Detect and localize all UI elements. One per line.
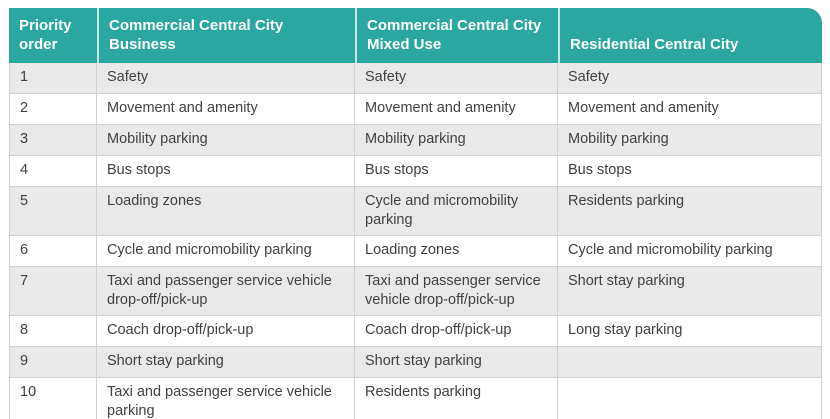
- priority-item-cell: Safety: [97, 63, 355, 94]
- priority-item-cell: Mobility parking: [558, 125, 822, 156]
- priority-item-cell: Mobility parking: [355, 125, 558, 156]
- table-row: 3 Mobility parking Mobility parking Mobilit…: [9, 125, 822, 156]
- priority-number-cell: 8: [9, 316, 97, 347]
- priority-number-cell: 6: [9, 236, 97, 267]
- column-header-residential-central-city: Residential Central City: [558, 8, 822, 63]
- column-header-priority-order: Priority order: [9, 8, 97, 63]
- column-header-commercial-central-city-business: Commercial Central City Business: [97, 8, 355, 63]
- priority-item-cell: Bus stops: [558, 156, 822, 187]
- priority-item-cell: Taxi and passenger service vehicle drop-…: [97, 267, 355, 316]
- priority-number-cell: 9: [9, 347, 97, 378]
- priority-item-cell: Movement and amenity: [97, 94, 355, 125]
- priority-item-cell: Movement and amenity: [558, 94, 822, 125]
- priority-item-cell: Short stay parking: [97, 347, 355, 378]
- priority-item-cell: Movement and amenity: [355, 94, 558, 125]
- priority-item-cell: Loading zones: [355, 236, 558, 267]
- priority-item-cell: [558, 347, 822, 378]
- priority-item-cell: Bus stops: [355, 156, 558, 187]
- priority-item-cell: Mobility parking: [97, 125, 355, 156]
- priority-number-cell: 10: [9, 378, 97, 419]
- priority-item-cell: Cycle and micromobility parking: [97, 236, 355, 267]
- priority-number-cell: 3: [9, 125, 97, 156]
- table-row: 6 Cycle and micromobility parking Loading …: [9, 236, 822, 267]
- column-header-commercial-central-city-mixed-use: Commercial Central City Mixed Use: [355, 8, 558, 63]
- priority-item-cell: Long stay parking: [558, 316, 822, 347]
- priority-item-cell: Cycle and micromobility parking: [558, 236, 822, 267]
- priority-item-cell: Cycle and micromobility parking: [355, 187, 558, 236]
- table-row: 9 Short stay parking Short stay parking: [9, 347, 822, 378]
- table-row: 8 Coach drop-off/pick-up Coach drop-off/pi…: [9, 316, 822, 347]
- priority-number-cell: 5: [9, 187, 97, 236]
- priority-item-cell: Safety: [355, 63, 558, 94]
- table-row: 7 Taxi and passenger service vehicle drop…: [9, 267, 822, 316]
- priority-item-cell: Bus stops: [97, 156, 355, 187]
- priority-item-cell: Coach drop-off/pick-up: [97, 316, 355, 347]
- table-body: 1 Safety Safety Safety 2 Movement and amenity…: [9, 63, 822, 419]
- priority-item-cell: Residents parking: [355, 378, 558, 419]
- table-row: 5 Loading zones Cycle and micromobility pa…: [9, 187, 822, 236]
- priority-number-cell: 4: [9, 156, 97, 187]
- priority-item-cell: [558, 378, 822, 419]
- header-row: Priority order Commercial Central City B…: [9, 8, 822, 63]
- priority-item-cell: Coach drop-off/pick-up: [355, 316, 558, 347]
- priority-item-cell: Safety: [558, 63, 822, 94]
- table-row: 1 Safety Safety Safety: [9, 63, 822, 94]
- priority-number-cell: 1: [9, 63, 97, 94]
- table-row: 2 Movement and amenity Movement and amenit…: [9, 94, 822, 125]
- table-row: 10 Taxi and passenger service vehicle par…: [9, 378, 822, 419]
- priority-item-cell: Short stay parking: [558, 267, 822, 316]
- priority-item-cell: Short stay parking: [355, 347, 558, 378]
- priority-order-table: Priority order Commercial Central City B…: [9, 8, 822, 419]
- priority-item-cell: Loading zones: [97, 187, 355, 236]
- table-row: 4 Bus stops Bus stops Bus stops: [9, 156, 822, 187]
- priority-item-cell: Taxi and passenger service vehicle parki…: [97, 378, 355, 419]
- priority-number-cell: 7: [9, 267, 97, 316]
- priority-item-cell: Taxi and passenger service vehicle drop-…: [355, 267, 558, 316]
- table-header: Priority order Commercial Central City B…: [9, 8, 822, 63]
- priority-item-cell: Residents parking: [558, 187, 822, 236]
- priority-number-cell: 2: [9, 94, 97, 125]
